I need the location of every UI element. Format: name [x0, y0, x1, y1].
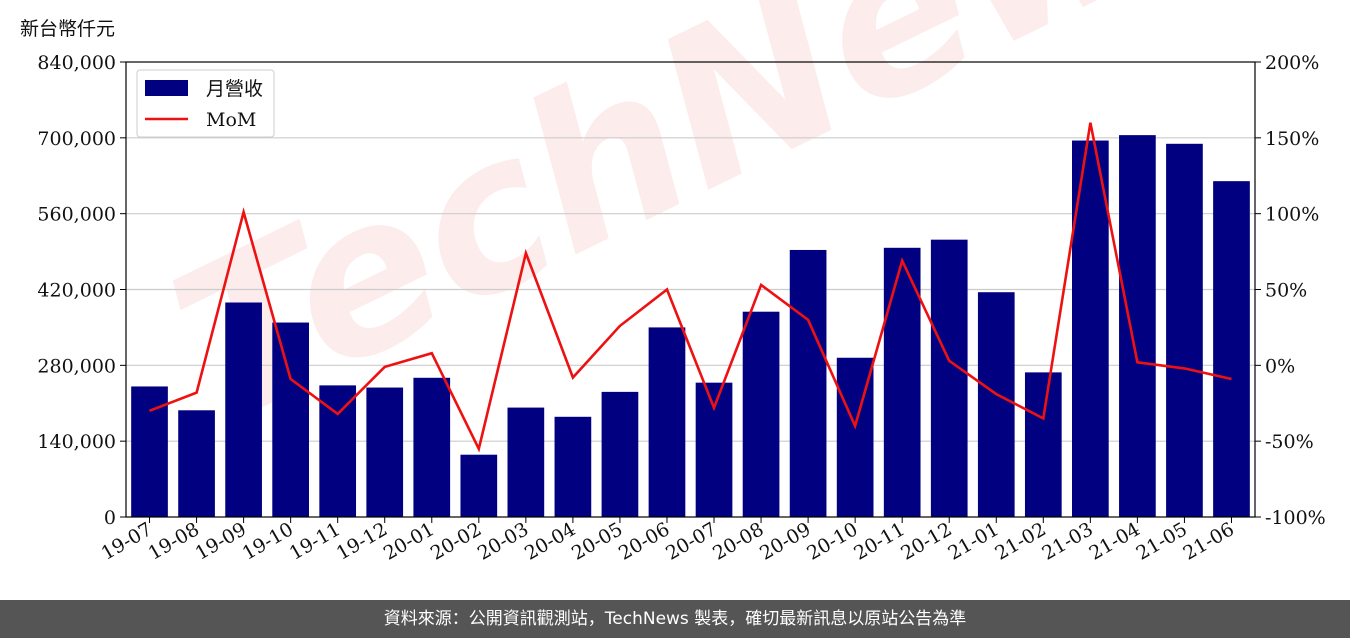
x-tick-label: 20-02 — [427, 518, 485, 564]
bar — [178, 410, 215, 517]
legend: 月營收 MoM — [136, 69, 275, 138]
bar — [1119, 135, 1156, 517]
x-tick-label: 20-11 — [850, 518, 908, 564]
bar — [648, 327, 686, 517]
y-right-tick-label: 50% — [1265, 280, 1307, 302]
y-right-tick-label: 200% — [1265, 52, 1319, 74]
legend-label-revenue: 月營收 — [206, 78, 263, 100]
bar — [883, 247, 921, 517]
bar — [789, 249, 827, 518]
x-tick-label: 20-07 — [662, 518, 720, 564]
y-right-tick-label: -50% — [1265, 431, 1314, 453]
bar — [742, 311, 780, 517]
y-left-tick-label: 420,000 — [37, 280, 116, 302]
x-tick-label: 20-05 — [568, 518, 626, 564]
bar — [1213, 181, 1250, 517]
y-left-tick-label: 140,000 — [37, 431, 116, 453]
bar — [1166, 143, 1203, 517]
y-left-tick-label: 280,000 — [37, 355, 116, 377]
y-left-tick-label: 560,000 — [37, 204, 116, 226]
bar — [695, 382, 733, 517]
mom-line — [149, 122, 1232, 453]
bar — [930, 239, 968, 517]
bar — [131, 386, 168, 517]
y-left-tick-label: 700,000 — [37, 128, 116, 150]
x-tick-label: 21-02 — [991, 518, 1049, 564]
x-tick-label: 20-08 — [709, 518, 767, 564]
y-right-tick-label: -100% — [1265, 507, 1326, 529]
bar — [413, 377, 451, 517]
bar — [507, 407, 545, 517]
revenue-chart: 0 140,000 280,000 420,000 560,000 700,000 840,… — [37, 52, 1326, 565]
bar — [319, 385, 357, 517]
x-tick-label: 19-10 — [239, 518, 297, 564]
bar — [366, 387, 404, 517]
x-tick-label: 21-05 — [1132, 518, 1190, 564]
bar — [460, 454, 498, 517]
bar — [272, 322, 309, 517]
x-tick-label: 19-12 — [333, 518, 391, 564]
bar — [225, 302, 262, 517]
bar — [601, 391, 639, 517]
y-right-tick-label: 100% — [1265, 204, 1319, 226]
source-footer: 資料來源：公開資訊觀測站，TechNews 製表，確切最新訊息以原站公告為準 — [0, 600, 1350, 638]
bar — [554, 416, 592, 517]
x-tick-label: 20-12 — [897, 518, 955, 564]
y-right-tick-label: 150% — [1265, 128, 1319, 150]
x-tick-label: 20-01 — [380, 518, 438, 564]
x-tick-label: 19-08 — [145, 518, 203, 564]
x-tick-label: 19-11 — [286, 518, 344, 564]
x-tick-label: 21-06 — [1180, 518, 1238, 564]
bar — [1024, 372, 1062, 517]
legend-swatch-bar — [145, 80, 188, 96]
y-left-tick-label: 0 — [104, 507, 116, 529]
x-tick-label: 20-10 — [803, 518, 861, 564]
x-tick-label: 20-04 — [521, 518, 579, 564]
x-tick-label: 19-09 — [192, 518, 250, 564]
plot-frame — [125, 61, 1256, 518]
legend-label-mom: MoM — [206, 109, 256, 131]
x-tick-label: 20-06 — [615, 518, 673, 564]
x-tick-label: 21-04 — [1085, 518, 1143, 564]
y-left-tick-label: 840,000 — [37, 52, 116, 74]
y-right-tick-label: 0% — [1265, 355, 1295, 377]
x-tick-label: 20-09 — [756, 518, 814, 564]
x-tick-label: 21-03 — [1038, 518, 1096, 564]
bar — [977, 292, 1015, 517]
x-tick-label: 20-03 — [474, 518, 532, 564]
x-tick-label: 21-01 — [944, 518, 1002, 564]
y-axis-unit-label: 新台幣仟元 — [20, 18, 116, 40]
